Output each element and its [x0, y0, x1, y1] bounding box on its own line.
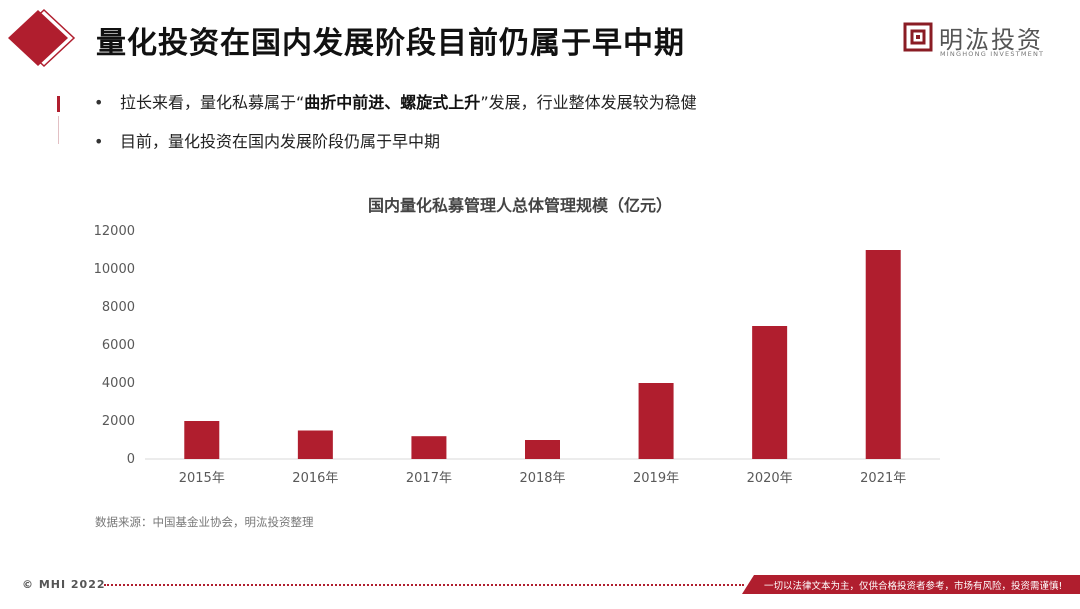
x-tick-label: 2020年 [747, 471, 793, 486]
accent-bar [57, 96, 60, 112]
x-tick-label: 2018年 [519, 471, 565, 486]
disclaimer-text: 一切以法律文本为主，仅供合格投资者参考，市场有风险，投资需谨慎! [764, 581, 1063, 592]
bar-2019年 [638, 383, 674, 459]
x-tick-label: 2019年 [633, 471, 679, 486]
y-tick-label: 12000 [94, 224, 135, 239]
bar-2020年 [752, 326, 788, 459]
bar-chart: 国内量化私募管理人总体管理规模（亿元） 0 2000 4000 6000 8000 100… [80, 180, 960, 500]
bar-2015年 [184, 421, 220, 459]
y-tick-label: 8000 [102, 300, 135, 315]
bullet-item: 拉长来看，量化私募属于“曲折中前进、螺旋式上升”发展，行业整体发展较为稳健 [92, 92, 697, 131]
page-title: 量化投资在国内发展阶段目前仍属于早中期 [96, 26, 685, 61]
x-tick-label: 2021年 [860, 471, 906, 486]
x-tick-label: 2015年 [179, 471, 225, 486]
footer-divider [104, 584, 744, 586]
brand-logo: 明汯投资 MINGHONG INVESTMENT [903, 20, 1053, 60]
y-tick-label: 6000 [102, 338, 135, 353]
chart-plot: 0 2000 4000 6000 8000 10000 12000 2015年 2016年 201… [94, 224, 940, 486]
y-tick-label: 2000 [102, 414, 135, 429]
bullet-item: 目前，量化投资在国内发展阶段仍属于早中期 [92, 131, 697, 170]
logo-diamond-icon [8, 8, 76, 68]
bar-2016年 [297, 430, 333, 459]
y-tick-label: 10000 [94, 262, 135, 277]
bar-2018年 [525, 440, 560, 459]
chart-title: 国内量化私募管理人总体管理规模（亿元） [367, 196, 672, 215]
copyright: © MHI 2022 [22, 578, 106, 591]
brand-square-icon [903, 22, 933, 52]
data-source: 数据来源：中国基金业协会，明汯投资整理 [95, 515, 314, 529]
accent-line [58, 116, 59, 144]
brand-name: 明汯投资 [939, 26, 1043, 54]
x-tick-label: 2016年 [292, 471, 338, 486]
disclaimer-banner [742, 575, 1080, 594]
bullet-list: 拉长来看，量化私募属于“曲折中前进、螺旋式上升”发展，行业整体发展较为稳健 目前… [92, 92, 697, 170]
y-tick-label: 0 [127, 452, 135, 467]
y-tick-label: 4000 [102, 376, 135, 391]
x-tick-label: 2017年 [406, 471, 452, 486]
bar-2017年 [411, 436, 447, 459]
brand-subtitle: MINGHONG INVESTMENT [940, 50, 1045, 58]
bar-2021年 [865, 250, 901, 459]
